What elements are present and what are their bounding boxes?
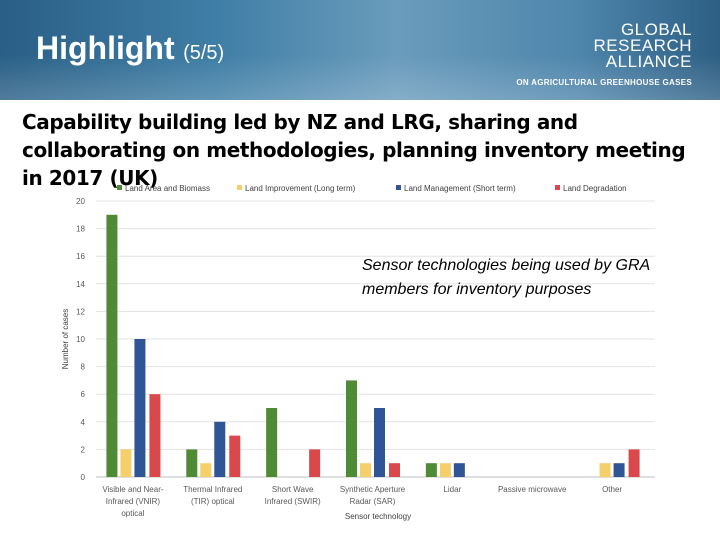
y-tick-label: 4 — [81, 418, 86, 427]
y-tick-label: 14 — [76, 280, 85, 289]
x-tick-label: Short Wave — [272, 485, 314, 494]
bar — [374, 408, 385, 477]
slide-heading: Capability building led by NZ and LRG, s… — [22, 110, 686, 190]
bar — [186, 449, 198, 477]
bar — [200, 463, 212, 477]
x-tick-label: Lidar — [443, 485, 461, 494]
header-banner — [0, 0, 720, 100]
legend-entry: Land Improvement (Long term) — [245, 184, 356, 193]
x-tick-label: Radar (SAR) — [350, 497, 396, 506]
y-tick-label: 0 — [81, 473, 86, 482]
y-tick-label: 2 — [81, 445, 86, 454]
bar — [453, 463, 465, 477]
legend-swatch — [555, 185, 560, 190]
x-tick-label: optical — [121, 509, 144, 518]
bar — [613, 463, 625, 477]
bar — [346, 380, 357, 477]
chart-annotation: Sensor technologies being used by GRA me… — [362, 257, 650, 298]
bar — [106, 214, 118, 478]
x-tick-label: (TIR) optical — [191, 497, 235, 506]
x-tick-label: Synthetic Aperture — [340, 485, 406, 494]
bar — [425, 463, 437, 477]
logo-line-2: RESEARCH — [593, 36, 692, 55]
y-tick-label: 20 — [76, 197, 85, 206]
y-tick-label: 8 — [81, 363, 86, 372]
bar — [389, 463, 400, 477]
x-tick-label: Thermal Infrared — [183, 485, 242, 494]
legend-entry: Land Management (Short term) — [404, 184, 516, 193]
x-tick-label: Infrared (VNIR) — [106, 497, 161, 506]
legend-entry: Land Area and Biomass — [125, 184, 210, 193]
title-suffix: (5/5) — [183, 42, 225, 64]
bar — [439, 463, 451, 477]
x-tick-label: Visible and Near- — [102, 485, 164, 494]
y-tick-label: 16 — [76, 252, 85, 261]
bar — [309, 449, 321, 477]
logo-line-1: GLOBAL — [620, 20, 692, 39]
y-tick-label: 12 — [76, 307, 85, 316]
legend-swatch — [237, 185, 242, 190]
x-tick-label: Passive microwave — [498, 485, 567, 494]
logo-line-3: ALLIANCE — [605, 52, 692, 71]
bar — [229, 435, 241, 477]
slide-title: Highlight (5/5) — [36, 30, 224, 67]
bar — [628, 449, 640, 477]
legend-entry: Land Degradation — [563, 184, 627, 193]
gra-logo: GLOBAL RESEARCH ALLIANCE ON AGRICULTURAL… — [516, 20, 692, 87]
bar — [599, 463, 611, 477]
y-tick-label: 10 — [76, 335, 85, 344]
bar — [214, 421, 226, 477]
x-tick-label: Infrared (SWIR) — [265, 497, 321, 506]
bar — [266, 408, 278, 477]
y-tick-label: 18 — [76, 225, 85, 234]
bar — [120, 449, 132, 477]
y-axis-label: Number of cases — [61, 309, 70, 369]
bar — [134, 339, 146, 477]
x-tick-label: Other — [602, 485, 622, 494]
legend-swatch — [117, 185, 122, 190]
y-tick-label: 6 — [81, 390, 86, 399]
bar — [149, 394, 161, 477]
title-text: Highlight — [36, 30, 175, 66]
legend-swatch — [396, 185, 401, 190]
logo-tagline: ON AGRICULTURAL GREENHOUSE GASES — [516, 78, 692, 87]
bar — [360, 463, 371, 477]
x-axis-label: Sensor technology — [345, 512, 411, 521]
